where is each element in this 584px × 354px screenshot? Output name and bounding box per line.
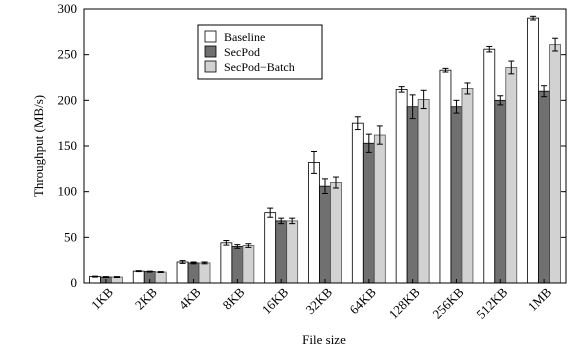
x-axis-label: File size — [302, 332, 346, 347]
y-axis: 0 50 100 150 200 250 300 — [58, 1, 566, 290]
bar-secpod-batch-1mb — [549, 44, 561, 284]
bar-baseline-512kb — [483, 48, 496, 284]
y-tick-label: 300 — [58, 1, 78, 16]
bar-secpod-batch-32kb — [330, 182, 342, 284]
x-tick-label-2kb: 2KB — [132, 284, 160, 312]
x-tick-label-4kb: 4KB — [176, 284, 204, 312]
bar-baseline-2kb — [132, 270, 145, 284]
bar-baseline-1mb — [527, 17, 539, 284]
error-bars-layer — [91, 15, 559, 279]
bar-secpod-32kb — [319, 185, 331, 284]
bar-secpod-batch-512kb — [505, 67, 518, 284]
bar-secpod-batch-8kb — [242, 245, 255, 284]
bar-baseline-256kb — [439, 69, 452, 284]
bar-secpod-1mb — [538, 90, 550, 284]
bar-secpod-256kb — [450, 106, 463, 284]
bar-baseline-128kb — [395, 88, 408, 284]
y-tick-label: 200 — [58, 92, 78, 107]
bars-layer — [89, 17, 561, 284]
y-axis-label: Throughput (MB/s) — [31, 95, 46, 197]
bar-secpod-64kb — [362, 142, 375, 284]
bar-secpod-8kb — [231, 246, 244, 284]
x-tick-label-8kb: 8KB — [220, 284, 248, 312]
legend-swatch-secpod-batch — [204, 60, 217, 73]
legend-swatch-baseline — [204, 30, 217, 43]
bar-secpod-batch-256kb — [461, 88, 474, 284]
legend-label-secpod-batch: SecPod−Batch — [224, 60, 295, 74]
bar-baseline-4kb — [176, 261, 189, 284]
y-tick-label: 250 — [58, 47, 78, 62]
bar-secpod-batch-2kb — [154, 271, 167, 284]
x-tick-label-1mb: 1MB — [525, 284, 555, 314]
bar-secpod-batch-4kb — [198, 262, 211, 284]
bar-secpod-512kb — [494, 99, 507, 284]
x-tick-label-16kb: 16KB — [259, 284, 292, 317]
bar-secpod-16kb — [275, 220, 288, 284]
bar-secpod-batch-16kb — [286, 220, 299, 284]
x-tick-label-256kb: 256KB — [429, 284, 466, 321]
legend-label-secpod: SecPod — [224, 45, 260, 59]
x-tick-label-512kb: 512KB — [473, 284, 510, 321]
x-axis: 1KB 2KB 4KB 8KB 16KB 32KB 64KB 128KB 256KB 512KB 1… — [88, 279, 554, 322]
bar-baseline-64kb — [351, 122, 364, 284]
bar-secpod-batch-64kb — [373, 134, 386, 284]
x-tick-label-64kb: 64KB — [346, 284, 379, 317]
bar-baseline-32kb — [308, 162, 320, 284]
y-tick-label: 0 — [71, 275, 78, 290]
x-tick-label-1kb: 1KB — [88, 284, 116, 312]
bar-baseline-16kb — [264, 212, 277, 284]
y-tick-label: 50 — [64, 229, 77, 244]
bar-baseline-1kb — [89, 276, 101, 284]
bar-secpod-batch-128kb — [417, 99, 430, 284]
legend-label-baseline: Baseline — [224, 30, 265, 44]
legend-swatch-secpod — [204, 45, 217, 58]
bar-baseline-8kb — [220, 242, 233, 284]
x-tick-label-128kb: 128KB — [386, 284, 423, 321]
legend-frame — [197, 24, 323, 80]
x-tick-label-32kb: 32KB — [303, 284, 336, 317]
bar-secpod-128kb — [406, 106, 419, 284]
y-tick-label: 100 — [58, 184, 78, 199]
y-tick-label: 150 — [58, 138, 78, 153]
